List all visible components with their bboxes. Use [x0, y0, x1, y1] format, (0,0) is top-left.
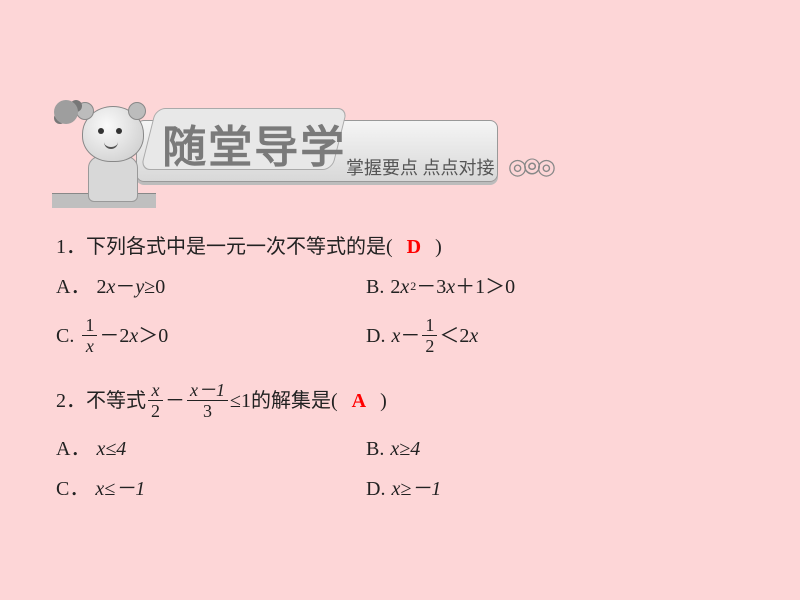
q2-tail1: 的解集是( — [251, 390, 338, 412]
q1-optA-rel: ≥ — [144, 276, 155, 298]
q1-text: 下列各式中是一元一次不等式的是( — [86, 236, 393, 258]
q2-optA-label: A． — [56, 438, 90, 460]
q2-number: 2． — [56, 390, 86, 412]
q1-optC-label: C. — [56, 325, 74, 347]
q1-optA-y: y — [135, 276, 144, 298]
q1-optD-num: 1 — [422, 316, 437, 334]
q1-optB-rel: ＞ — [485, 276, 505, 298]
q1-optC-rhs: 0 — [158, 325, 168, 347]
q1-option-c: C. 1 x － 2 x ＞ 0 — [56, 316, 366, 355]
q2-row-cd: C． x≤－1 D. x≥－1 — [56, 478, 744, 500]
q1-optB-minus: － — [416, 276, 436, 298]
q1-optD-den: 2 — [422, 337, 437, 355]
banner-subtitle: 掌握要点 点点对接 — [346, 154, 495, 180]
q1-optA-minus: － — [115, 276, 135, 298]
q1-optB-c: 1 — [475, 276, 485, 298]
q2-head: 不等式 — [86, 390, 146, 412]
mascot-illustration — [52, 100, 156, 208]
q1-optD-frac: 1 2 — [422, 316, 437, 355]
q1-optB-x: x — [400, 276, 409, 298]
q2-frac1: x 2 — [148, 381, 163, 420]
q1-optB-coef2: 3 — [436, 276, 446, 298]
q2-f1-den: 2 — [148, 402, 163, 420]
q1-row-cd: C. 1 x － 2 x ＞ 0 D. x － 1 2 — [56, 316, 744, 355]
q1-optC-num: 1 — [82, 316, 97, 334]
q1-option-b: B. 2 x2 － 3 x ＋ 1 ＞ 0 — [366, 276, 515, 298]
q2-optD-text: x≥－1 — [391, 478, 441, 500]
q2-answer: A — [348, 390, 370, 412]
q2-option-d: D. x≥－1 — [366, 478, 441, 500]
q2-row-ab: A． x≤4 B. x≥4 — [56, 438, 744, 460]
q1-optD-rel: ＜ — [439, 325, 459, 347]
q2-frac2: x－1 3 — [187, 381, 228, 420]
q2-rel: ≤ — [230, 390, 241, 412]
q2-f1-num: x — [149, 381, 163, 399]
q1-optD-minus: － — [400, 325, 420, 347]
q1-optA-coef: 2 — [96, 276, 106, 298]
q1-optC-frac: 1 x — [82, 316, 97, 355]
q2-f2-num: x－1 — [190, 380, 225, 400]
q1-option-d: D. x － 1 2 ＜ 2 x — [366, 316, 478, 355]
q1-answer: D — [403, 236, 425, 258]
q2-optA-text: x≤4 — [96, 438, 126, 460]
q2-optC-text: x≤－1 — [95, 478, 145, 500]
q2-optB-label: B. — [366, 438, 384, 460]
q1-optC-minus: － — [99, 325, 119, 347]
q1-optC-rel: ＞ — [138, 325, 158, 347]
q1-optB-rhs: 0 — [505, 276, 515, 298]
q1-optB-coef: 2 — [390, 276, 400, 298]
q2-f2-den: 3 — [200, 402, 215, 420]
q1-tail: ) — [435, 236, 442, 258]
q1-row-ab: A． 2 x － y ≥ 0 B. 2 x2 － 3 x ＋ 1 ＞ 0 — [56, 276, 744, 298]
q2-tail2: ) — [380, 390, 387, 412]
q2-option-c: C． x≤－1 — [56, 478, 366, 500]
q2-one: 1 — [241, 390, 251, 412]
q1-optA-rhs: 0 — [155, 276, 165, 298]
q1-optB-label: B. — [366, 276, 384, 298]
q1-optB-x2: x — [446, 276, 455, 298]
q1-optC-den: x — [83, 337, 97, 355]
q2-optB-text: x≥4 — [390, 438, 420, 460]
q2-optC-label: C． — [56, 478, 89, 500]
q2-optD-label: D. — [366, 478, 385, 500]
banner-title: 随堂导学 — [148, 109, 338, 175]
q1-stem: 1． 下列各式中是一元一次不等式的是( D ) — [56, 236, 744, 258]
q1-optA-label: A． — [56, 276, 90, 298]
q1-optC-coef: 2 — [119, 325, 129, 347]
q1-number: 1． — [56, 236, 86, 258]
q2-option-a: A． x≤4 — [56, 438, 366, 460]
q2-option-b: B. x≥4 — [366, 438, 420, 460]
q1-optC-x: x — [129, 325, 138, 347]
q1-optD-x: x — [391, 325, 400, 347]
q1-optD-label: D. — [366, 325, 385, 347]
q1-optA-x: x — [106, 276, 115, 298]
q1-option-a: A． 2 x － y ≥ 0 — [56, 276, 366, 298]
q1-optB-plus: ＋ — [455, 276, 475, 298]
q1-optD-coef: 2 — [459, 325, 469, 347]
q2-stem: 2． 不等式 x 2 － x－1 3 ≤ 1 的解集是( A ) — [56, 381, 744, 420]
section-banner: 随堂导学 掌握要点 点点对接 ◎⦾◎ — [56, 100, 516, 208]
q1-optD-x2: x — [469, 325, 478, 347]
slide-page: 随堂导学 掌握要点 点点对接 ◎⦾◎ 1． 下列各式中是一元一次不等式的是( D… — [0, 0, 800, 600]
content-area: 1． 下列各式中是一元一次不等式的是( D ) A． 2 x － y ≥ 0 B… — [56, 236, 744, 500]
swirl-icon: ◎⦾◎ — [508, 154, 552, 180]
banner-title-plate: 随堂导学 — [140, 108, 347, 170]
q2-minus: － — [165, 390, 185, 412]
